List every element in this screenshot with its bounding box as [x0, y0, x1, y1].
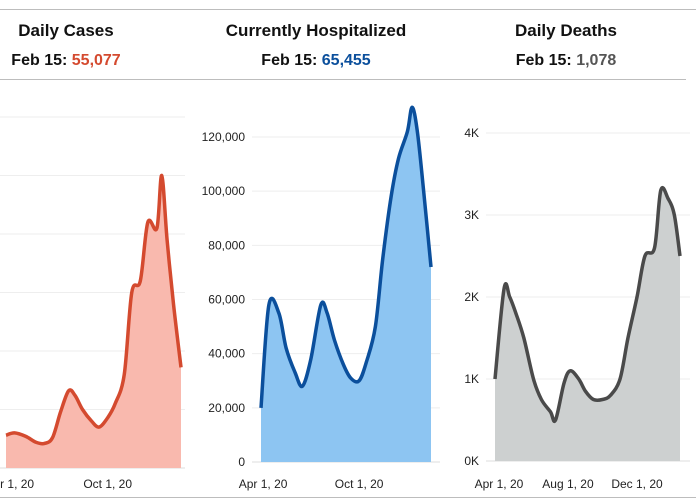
- cases-date: Feb 15:: [11, 52, 68, 69]
- x-tick-label: Oct 1, 20: [335, 477, 384, 491]
- series-area: [261, 107, 431, 462]
- y-tick-label: 120,000: [202, 130, 246, 144]
- y-tick-label: 80,000: [208, 238, 245, 252]
- bottom-divider: [0, 497, 696, 498]
- top-divider: [0, 9, 696, 10]
- y-tick-label: 1K: [464, 372, 479, 386]
- cases-summary: Feb 15: 55,077: [0, 52, 132, 70]
- deaths-summary: Feb 15: 1,078: [486, 52, 646, 70]
- y-tick-label: 2K: [464, 290, 479, 304]
- hosp-date: Feb 15:: [261, 52, 318, 69]
- chart-3: 0K 1K 2K 3K 4K Apr 1, 20 Aug 1, 20 Dec 1, 20: [464, 126, 690, 491]
- y-tick-label: 0K: [464, 454, 479, 468]
- header-divider: [0, 79, 686, 80]
- chart-2: 0 20,000 40,000 60,000 80,000 100,000 120,000 A…: [202, 105, 440, 491]
- y-tick-label: 4K: [464, 126, 479, 140]
- x-tick-label: Apr 1, 20: [0, 477, 34, 491]
- deaths-date: Feb 15:: [515, 52, 572, 69]
- hosp-value: 65,455: [321, 52, 371, 69]
- series-line: [5, 173, 183, 446]
- x-tick-label: Oct 1, 20: [83, 477, 132, 491]
- deaths-value: 1,078: [576, 52, 617, 69]
- x-tick-label: Aug 1, 20: [542, 477, 594, 491]
- hosp-summary: Feb 15: 65,455: [216, 52, 416, 70]
- x-tick-label: Apr 1, 20: [239, 477, 288, 491]
- y-tick-label: 100,000: [202, 184, 246, 198]
- series-area: [495, 187, 680, 461]
- x-tick-label: Apr 1, 20: [475, 477, 524, 491]
- cases-title: Daily Cases: [18, 21, 114, 40]
- cases-value: 55,077: [71, 52, 121, 69]
- y-tick-label: 60,000: [208, 293, 245, 307]
- y-tick-label: 0: [238, 455, 245, 469]
- y-tick-label: 20,000: [208, 401, 245, 415]
- deaths-title: Daily Deaths: [514, 21, 618, 40]
- y-tick-label: 3K: [464, 208, 479, 222]
- x-tick-label: Dec 1, 20: [611, 477, 663, 491]
- y-tick-label: 40,000: [208, 347, 245, 361]
- hosp-title: Currently Hospitalized: [225, 21, 407, 40]
- series-area: [6, 175, 181, 469]
- chart-1: Apr 1, 20 Oct 1, 20: [0, 116, 185, 491]
